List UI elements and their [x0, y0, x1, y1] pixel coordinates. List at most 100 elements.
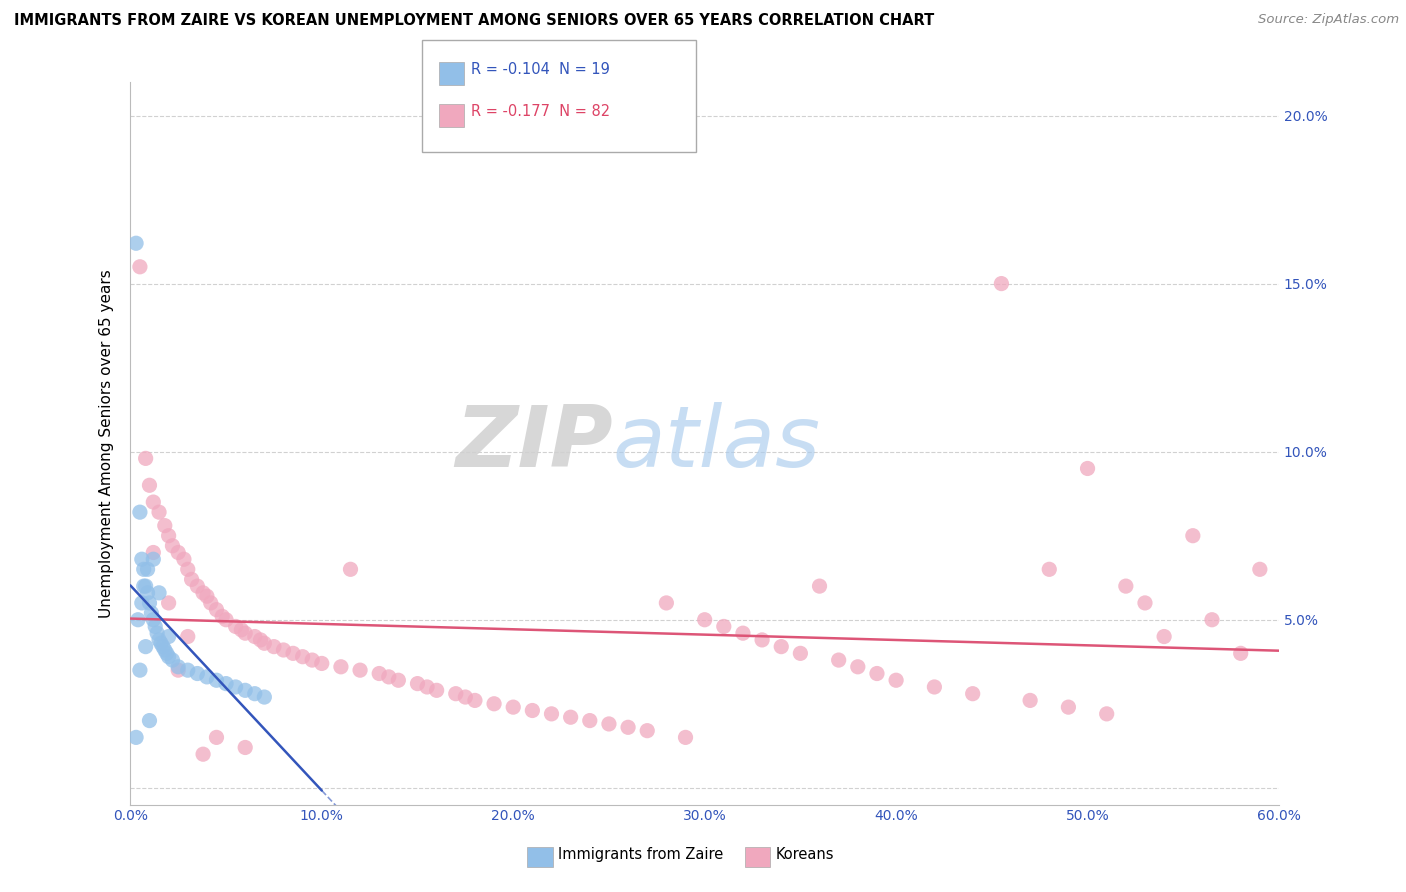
Point — [167, 663, 190, 677]
Point — [157, 649, 180, 664]
Point — [329, 660, 352, 674]
Point — [789, 646, 811, 660]
Point — [149, 636, 172, 650]
Point — [444, 687, 467, 701]
Text: R = -0.177  N = 82: R = -0.177 N = 82 — [471, 104, 610, 120]
Point — [142, 495, 165, 509]
Point — [135, 640, 157, 654]
Point — [233, 626, 256, 640]
Text: IMMIGRANTS FROM ZAIRE VS KOREAN UNEMPLOYMENT AMONG SENIORS OVER 65 YEARS CORRELA: IMMIGRANTS FROM ZAIRE VS KOREAN UNEMPLOY… — [14, 13, 935, 29]
Point — [131, 596, 153, 610]
Point — [157, 596, 180, 610]
Point — [770, 640, 793, 654]
Point — [406, 676, 429, 690]
Point — [138, 478, 160, 492]
Point — [132, 562, 155, 576]
Point — [866, 666, 889, 681]
Point — [129, 663, 152, 677]
Point — [827, 653, 849, 667]
Point — [522, 704, 544, 718]
Point — [368, 666, 391, 681]
Point — [205, 673, 228, 688]
Point — [142, 545, 165, 559]
Point — [378, 670, 401, 684]
Point — [416, 680, 439, 694]
Point — [560, 710, 582, 724]
Point — [249, 632, 271, 647]
Point — [162, 653, 184, 667]
Point — [349, 663, 371, 677]
Text: Koreans: Koreans — [776, 847, 835, 863]
Point — [127, 613, 149, 627]
Point — [808, 579, 831, 593]
Point — [215, 613, 238, 627]
Point — [846, 660, 869, 674]
Point — [617, 720, 640, 734]
Point — [1229, 646, 1251, 660]
Point — [731, 626, 754, 640]
Point — [177, 663, 200, 677]
Point — [1153, 630, 1175, 644]
Point — [153, 518, 176, 533]
Point — [339, 562, 361, 576]
Point — [186, 666, 208, 681]
Point — [125, 731, 148, 745]
Point — [146, 626, 169, 640]
Point — [464, 693, 486, 707]
Point — [243, 630, 266, 644]
Point — [135, 451, 157, 466]
Text: ZIP: ZIP — [456, 401, 613, 484]
Point — [884, 673, 907, 688]
Point — [231, 623, 253, 637]
Point — [253, 636, 276, 650]
Point — [135, 579, 157, 593]
Point — [301, 653, 323, 667]
Point — [263, 640, 285, 654]
Point — [162, 539, 184, 553]
Point — [157, 630, 180, 644]
Point — [129, 260, 152, 274]
Point — [129, 505, 152, 519]
Point — [426, 683, 449, 698]
Point — [990, 277, 1012, 291]
Point — [675, 731, 697, 745]
Point — [131, 552, 153, 566]
Point — [142, 613, 165, 627]
Point — [177, 630, 200, 644]
Point — [387, 673, 409, 688]
Text: R = -0.104  N = 19: R = -0.104 N = 19 — [471, 62, 610, 78]
Point — [211, 609, 233, 624]
Point — [148, 505, 170, 519]
Point — [598, 717, 620, 731]
Y-axis label: Unemployment Among Seniors over 65 years: Unemployment Among Seniors over 65 years — [100, 268, 114, 617]
Point — [233, 740, 256, 755]
Point — [225, 619, 247, 633]
Point — [153, 643, 176, 657]
Point — [195, 589, 218, 603]
Point — [173, 552, 195, 566]
Point — [191, 586, 214, 600]
Point — [136, 586, 159, 600]
Point — [233, 683, 256, 698]
Text: atlas: atlas — [613, 401, 821, 484]
Point — [148, 586, 170, 600]
Point — [962, 687, 984, 701]
Point — [636, 723, 658, 738]
Point — [191, 747, 214, 762]
Point — [273, 643, 295, 657]
Point — [142, 552, 165, 566]
Point — [180, 573, 202, 587]
Point — [177, 562, 200, 576]
Point — [225, 680, 247, 694]
Point — [655, 596, 678, 610]
Point — [243, 687, 266, 701]
Text: Immigrants from Zaire: Immigrants from Zaire — [558, 847, 724, 863]
Point — [1249, 562, 1271, 576]
Point — [482, 697, 505, 711]
Point — [1201, 613, 1223, 627]
Point — [454, 690, 477, 704]
Point — [253, 690, 276, 704]
Text: Source: ZipAtlas.com: Source: ZipAtlas.com — [1258, 13, 1399, 27]
Point — [713, 619, 735, 633]
Point — [141, 606, 163, 620]
